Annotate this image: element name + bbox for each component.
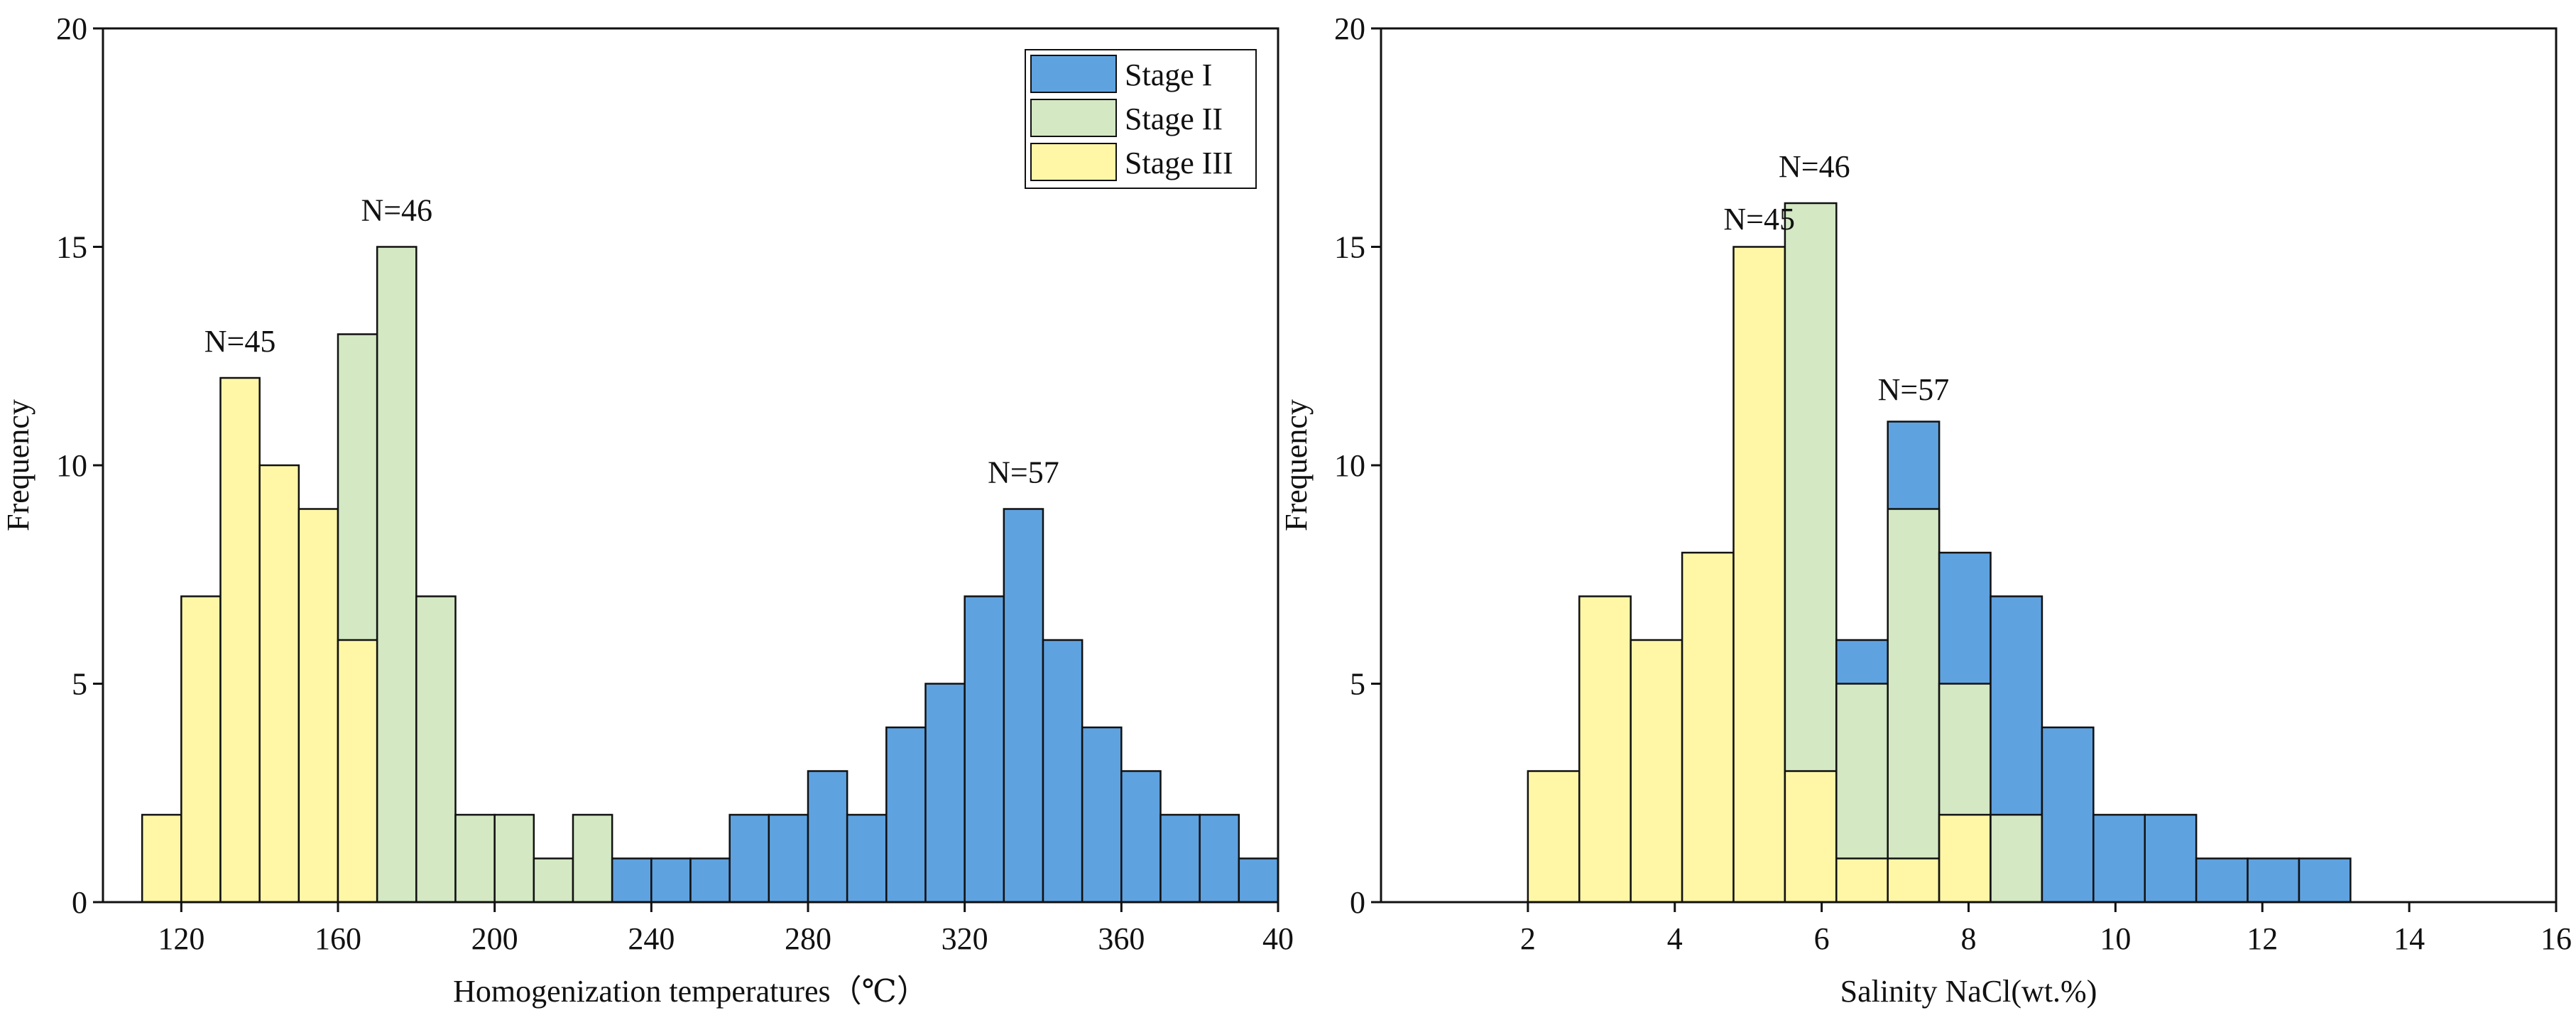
- legend-swatch-stage-iii: [1030, 143, 1117, 181]
- sample-count-label: N=46: [361, 193, 432, 228]
- bar-stage-iii-5.5: [1784, 770, 1838, 904]
- y-tick-label: 5: [72, 667, 87, 702]
- bar-stage-iii-2: [1527, 770, 1581, 904]
- bar-stage-ii-200: [493, 813, 535, 904]
- sample-count-label: N=45: [1723, 202, 1795, 237]
- y-tick-label: 10: [56, 448, 87, 483]
- x-tick-label: 280: [785, 921, 831, 956]
- bar-stage-i-11.8: [2247, 857, 2301, 904]
- x-tick-label: 160: [315, 921, 361, 956]
- bar-stage-i-270: [768, 813, 809, 904]
- bar-stage-i-9.7: [2092, 813, 2146, 904]
- bar-stage-i-310: [924, 683, 966, 904]
- sample-count-label: N=57: [1878, 372, 1950, 407]
- bar-stage-iii-6.2: [1835, 857, 1889, 904]
- bar-stage-iii-140: [258, 464, 300, 904]
- bar-stage-ii-180: [415, 595, 457, 904]
- y-tick-label: 10: [1334, 448, 1365, 483]
- bar-stage-i-280: [807, 770, 848, 904]
- bar-stage-iii-6.9: [1887, 857, 1941, 904]
- legend-label: Stage II: [1125, 102, 1223, 136]
- bar-stage-iii-150: [298, 508, 339, 904]
- bar-stage-i-380: [1199, 813, 1240, 904]
- sample-count-label: N=46: [1779, 149, 1850, 184]
- bar-stage-i-290: [846, 813, 888, 904]
- bar-stage-iii-2.7: [1578, 595, 1632, 904]
- x-tick-label: 360: [1098, 921, 1145, 956]
- bar-stage-iii-4.1: [1681, 551, 1735, 904]
- y-tick-label: 15: [1334, 230, 1365, 265]
- bar-stage-i-10.4: [2144, 813, 2198, 904]
- x-axis-label: Homogenization temperatures（℃）: [453, 974, 928, 1009]
- bar-stage-ii-220: [572, 813, 613, 904]
- x-tick-label: 14: [2394, 921, 2425, 956]
- x-tick-label: 10: [2100, 921, 2131, 956]
- bar-stage-i-230: [611, 857, 653, 904]
- x-tick-label: 40: [1262, 921, 1294, 956]
- bar-stage-iii-110: [141, 813, 182, 904]
- bar-stage-i-12.5: [2298, 857, 2352, 904]
- bar-stage-i-320: [964, 595, 1005, 904]
- bar-stage-iii-160: [337, 639, 378, 904]
- x-tick-label: 320: [942, 921, 988, 956]
- y-tick-label: 15: [56, 230, 87, 265]
- x-tick-label: 8: [1961, 921, 1977, 956]
- bar-stage-i-330: [1003, 508, 1044, 904]
- legend-label: Stage III: [1125, 146, 1233, 180]
- x-tick-label: 4: [1667, 921, 1683, 956]
- bar-stage-ii-210: [533, 857, 574, 904]
- bar-stage-ii-190: [454, 813, 496, 904]
- y-tick-label: 0: [1350, 885, 1365, 920]
- bar-stage-iii-7.6: [1938, 813, 1992, 904]
- bar-stage-ii-170: [376, 246, 417, 904]
- bar-stage-ii-6.9: [1887, 508, 1941, 904]
- bar-stage-i-370: [1159, 813, 1201, 904]
- bar-stage-i-240: [650, 857, 692, 904]
- y-tick-label: 0: [72, 885, 87, 920]
- bar-stage-iii-120: [180, 595, 222, 904]
- bar-stage-ii-8.3: [1990, 813, 2043, 904]
- y-tick-label: 20: [1334, 11, 1365, 46]
- legend-swatch-stage-i: [1030, 55, 1117, 93]
- bar-stage-i-9: [2041, 726, 2095, 904]
- bar-stage-iii-130: [219, 376, 261, 904]
- bar-stage-iii-3.4: [1630, 639, 1683, 904]
- legend-label: Stage I: [1125, 58, 1212, 92]
- bar-stage-i-260: [728, 813, 770, 904]
- x-tick-label: 12: [2247, 921, 2278, 956]
- bar-stage-i-350: [1081, 726, 1123, 904]
- chart-salinity: 2 4 6 8 10 12 14 16 0 5 10 15 20 Salinity NaCl(wt.%) F…: [1279, 11, 2572, 1009]
- bar-stage-i-340: [1042, 639, 1084, 904]
- x-tick-label: 2: [1520, 921, 1536, 956]
- x-axis-label: Salinity NaCl(wt.%): [1840, 974, 2097, 1009]
- sample-count-label: N=57: [988, 455, 1059, 490]
- chart-temperature: 120 160 200 240 280 320 360 4005101520Homogeniz…: [1, 11, 1294, 1009]
- bar-stage-i-390: [1238, 857, 1279, 904]
- bar-stage-i-11.1: [2195, 857, 2249, 904]
- x-tick-label: 6: [1814, 921, 1830, 956]
- bar-stage-i-300: [885, 726, 927, 904]
- x-tick-label: 120: [158, 921, 204, 956]
- legend-swatch-stage-ii: [1030, 99, 1117, 137]
- bar-stage-i-360: [1120, 770, 1162, 904]
- bar-stage-i-250: [689, 857, 731, 904]
- y-axis-label: Frequency: [1279, 399, 1314, 531]
- y-tick-label: 20: [56, 11, 87, 46]
- sample-count-label: N=45: [204, 324, 276, 359]
- y-tick-label: 5: [1350, 667, 1365, 702]
- x-tick-label: 16: [2540, 921, 2572, 956]
- x-tick-label: 240: [628, 921, 675, 956]
- y-axis-label: Frequency: [1, 399, 36, 531]
- bar-stage-iii-4.8: [1732, 246, 1786, 904]
- x-tick-label: 200: [471, 921, 518, 956]
